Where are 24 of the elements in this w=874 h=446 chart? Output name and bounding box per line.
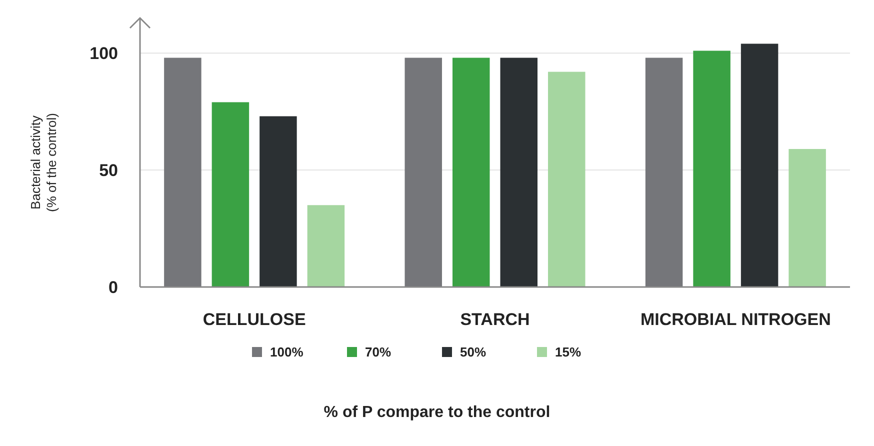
bar (645, 58, 683, 287)
legend-label: 15% (555, 344, 582, 360)
y-axis-title: Bacterial activity (% of the control) (28, 113, 59, 212)
bar (212, 102, 250, 287)
y-tick-label: 0 (108, 278, 118, 297)
bar (452, 58, 490, 287)
legend-label: 70% (365, 344, 392, 360)
x-tick-label: MICROBIAL NITROGEN (640, 310, 831, 329)
legend-label: 100% (270, 344, 304, 360)
bar (548, 72, 586, 287)
bar (788, 148, 826, 287)
x-tick-label: CELLULOSE (202, 310, 306, 329)
bar (740, 44, 778, 287)
bar (307, 205, 345, 287)
legend-label: 50% (460, 344, 486, 360)
y-tick-label: 100 (90, 44, 118, 64)
bar (164, 58, 202, 287)
x-axis-title: % of P compare to the control (324, 404, 550, 421)
bar (404, 58, 442, 287)
bar (693, 50, 730, 287)
x-tick-label: STARCH (460, 310, 530, 329)
bar (500, 58, 538, 287)
y-tick-label: 50 (99, 160, 118, 180)
bar (260, 116, 297, 287)
